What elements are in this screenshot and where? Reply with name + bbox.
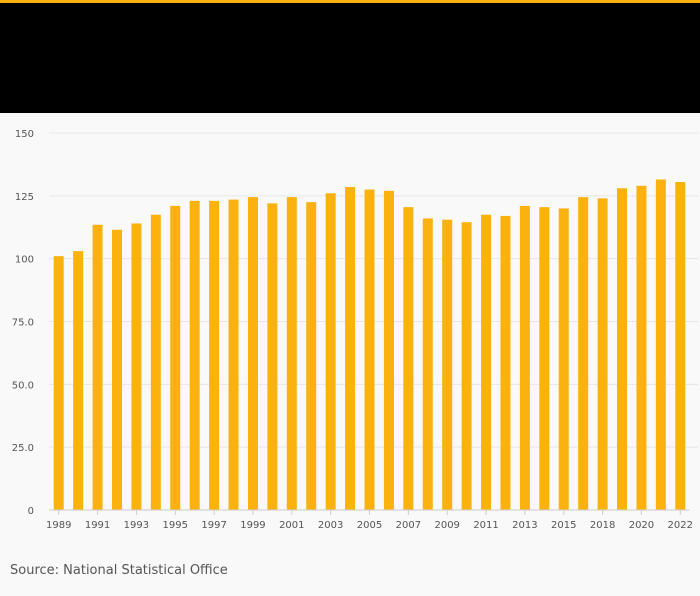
bar-2015: [558, 208, 569, 510]
bar-2018: [597, 198, 608, 510]
bar-2001: [286, 197, 297, 510]
bar-2021: [655, 179, 666, 510]
y-tick-label: 50.0: [12, 380, 34, 391]
x-tick-label: 2020: [629, 520, 654, 531]
bar-2016: [578, 197, 589, 510]
bar-2013: [519, 205, 530, 510]
x-tick-label: 2003: [318, 520, 343, 531]
bar-2010: [461, 222, 472, 510]
x-tick-label: 2015: [551, 520, 576, 531]
bar-2012: [500, 215, 511, 510]
bar-1994: [150, 214, 161, 510]
x-tick-label: 2022: [668, 520, 693, 531]
source-note: Source: National Statistical Office: [10, 563, 228, 578]
bar-2008: [422, 218, 433, 510]
bar-1989: [53, 256, 64, 510]
x-tick-label: 2007: [396, 520, 421, 531]
y-axis-ticks: 0 25.0 50.0 75.0 100 125 150: [12, 129, 34, 517]
x-tick-label: 2018: [590, 520, 615, 531]
bar-2006: [383, 190, 394, 510]
bar-2003: [325, 193, 336, 510]
bar-1995: [170, 205, 181, 510]
x-tick-label: 2011: [473, 520, 498, 531]
bar-2020: [636, 185, 647, 510]
bar-2004: [345, 187, 356, 510]
bars: [53, 179, 686, 511]
bar-1997: [209, 200, 220, 511]
header-band: [0, 3, 700, 113]
x-tick-label: 1995: [163, 520, 188, 531]
bar-2019: [617, 188, 628, 510]
bar-2002: [306, 202, 317, 510]
x-tick-label: 2013: [512, 520, 537, 531]
top-accent-bar: [0, 0, 700, 3]
bar-1991: [92, 224, 103, 510]
y-tick-label: 125: [15, 192, 34, 203]
bar-1998: [228, 199, 239, 510]
bar-1996: [189, 200, 200, 511]
bar-1993: [131, 223, 142, 510]
x-tick-label: 2001: [279, 520, 304, 531]
x-tick-label: 1999: [240, 520, 265, 531]
y-tick-label: 100: [15, 255, 34, 266]
bar-2000: [267, 203, 278, 510]
bar-2014: [539, 207, 550, 510]
x-tick-label: 2009: [434, 520, 459, 531]
bar-1992: [111, 229, 122, 510]
bar-2011: [481, 214, 492, 510]
y-tick-label: 75.0: [12, 318, 34, 329]
bar-1990: [73, 251, 84, 511]
x-tick-label: 1993: [124, 520, 149, 531]
bar-1999: [247, 197, 258, 510]
bar-2009: [442, 219, 453, 510]
x-axis-ticks: 1989 1991 1993 1995 1997 1999 2001 2003 2005 2007…: [46, 510, 693, 531]
bar-2005: [364, 189, 375, 511]
x-tick-label: 1991: [85, 520, 110, 531]
x-tick-label: 1989: [46, 520, 71, 531]
x-tick-label: 2005: [357, 520, 382, 531]
bar-2007: [403, 207, 414, 510]
y-tick-label: 0: [28, 506, 34, 517]
y-tick-label: 150: [15, 129, 34, 140]
y-tick-label: 25.0: [12, 443, 34, 454]
bar-2022: [675, 182, 686, 510]
x-tick-label: 1997: [201, 520, 226, 531]
